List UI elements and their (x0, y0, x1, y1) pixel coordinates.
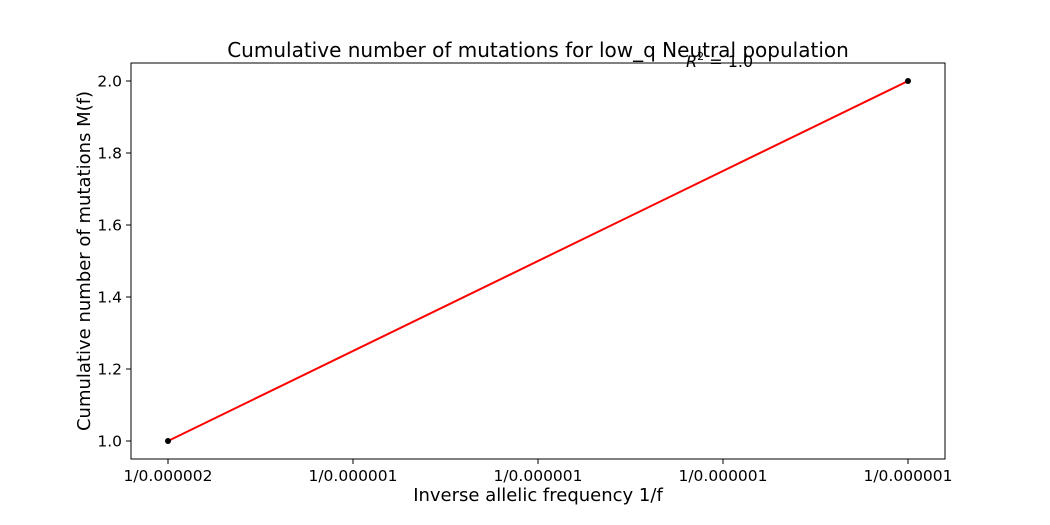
y-tick-label: 1.2 (97, 361, 122, 379)
chart-title: Cumulative number of mutations for low_q… (227, 38, 849, 62)
y-tick-label: 1.4 (97, 289, 122, 307)
y-tick-label: 2.0 (97, 73, 122, 91)
x-tick-label: 1/0.000001 (863, 467, 952, 485)
y-tick-label: 1.0 (97, 433, 122, 451)
fit-line (167, 80, 909, 442)
y-tick-label: 1.6 (97, 217, 122, 235)
data-point (165, 438, 171, 444)
data-point (905, 78, 911, 84)
r-squared-annotation: R2 = 1.0 (686, 50, 753, 71)
x-tick-label: 1/0.000001 (308, 467, 397, 485)
y-axis-label: Cumulative number of mutations M(f) (74, 91, 95, 431)
x-axis-label: Inverse allelic frequency 1/f (413, 485, 663, 506)
y-tick-label: 1.8 (97, 145, 122, 163)
x-tick-label: 1/0.000001 (678, 467, 767, 485)
plot-area: 1.0 1.2 1.4 1.6 1.8 2.0 1/0.000002 1/0.000001 1/… (97, 62, 953, 485)
x-tick-label: 1/0.000002 (123, 467, 212, 485)
x-tick-label: 1/0.000001 (493, 467, 582, 485)
